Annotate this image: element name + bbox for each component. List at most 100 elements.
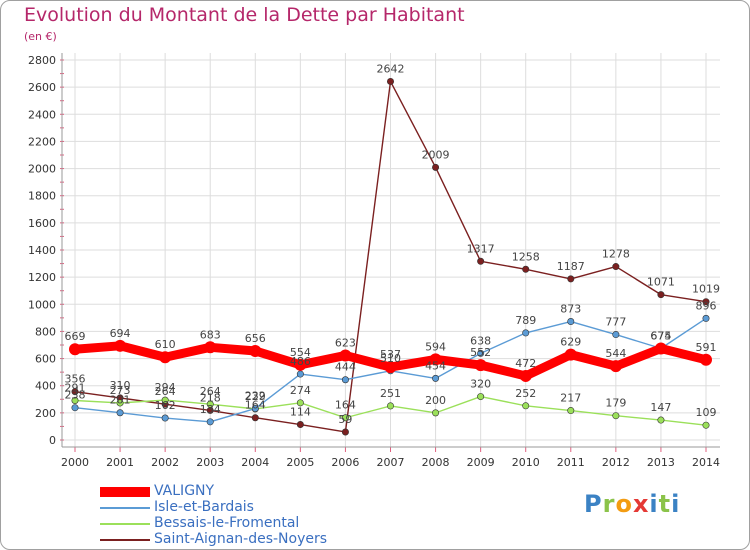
data-label-isle-et-bardais: 638 [470,334,491,347]
data-label-isle-et-bardais: 510 [380,352,401,365]
proxiti-logo: Proxiti [584,490,681,518]
x-tick-label: 2008 [422,456,450,469]
data-point-valigny [474,359,487,372]
x-tick-label: 2009 [467,456,495,469]
data-label-bessais-le-fromental: 294 [155,381,176,394]
data-label-bessais-le-fromental: 273 [110,384,131,397]
legend-label-saint-aignan-des-noyers: Saint-Aignan-des-Noyers [154,531,328,547]
data-label-valigny: 537 [380,348,401,361]
chart-title: Evolution du Montant de la Dette par Hab… [24,4,465,26]
chart-subtitle: (en €) [24,30,57,43]
y-tick-label: 600 [35,353,56,366]
data-label-isle-et-bardais: 238 [65,389,86,402]
data-label-valigny: 694 [110,327,131,340]
legend-label-isle-et-bardais: Isle-et-Bardais [154,499,254,515]
data-point-bessais-le-fromental [477,393,485,401]
data-label-saint-aignan-des-noyers: 164 [245,399,266,412]
data-label-saint-aignan-des-noyers: 1317 [467,242,495,255]
data-point-saint-aignan-des-noyers [296,421,304,429]
data-point-bessais-le-fromental [386,402,394,410]
data-point-bessais-le-fromental [567,407,575,415]
data-label-saint-aignan-des-noyers: 356 [65,373,86,386]
data-label-saint-aignan-des-noyers: 1019 [692,283,720,296]
data-label-bessais-le-fromental: 217 [560,392,581,405]
y-tick-label: 2200 [28,135,56,148]
data-point-bessais-le-fromental [161,396,169,404]
data-label-valigny: 683 [200,328,221,341]
x-tick-label: 2003 [196,456,224,469]
x-tick-label: 2012 [602,456,630,469]
data-point-valigny [294,358,307,371]
data-point-bessais-le-fromental [702,421,710,429]
data-point-isle-et-bardais [702,314,710,322]
data-label-bessais-le-fromental: 320 [470,378,491,391]
data-label-valigny: 629 [560,336,581,349]
x-tick-label: 2010 [512,456,540,469]
legend-swatch-bessais-le-fromental [100,523,150,525]
data-point-valigny [654,342,667,355]
data-point-valigny [609,360,622,373]
data-point-valigny [339,349,352,362]
data-label-saint-aignan-des-noyers: 1258 [512,250,540,263]
data-label-valigny: 552 [470,346,491,359]
data-point-bessais-le-fromental [612,412,620,420]
data-label-bessais-le-fromental: 179 [605,397,626,410]
x-tick-label: 2007 [377,456,405,469]
data-point-saint-aignan-des-noyers [71,388,79,396]
data-point-isle-et-bardais [432,374,440,382]
data-point-valigny [249,344,262,357]
data-point-saint-aignan-des-noyers [612,263,620,271]
data-point-valigny [204,341,217,354]
data-label-isle-et-bardais: 454 [425,359,446,372]
data-label-saint-aignan-des-noyers: 2642 [377,62,405,75]
data-label-valigny: 656 [245,332,266,345]
data-point-bessais-le-fromental [432,409,440,417]
y-tick-label: 0 [49,434,56,447]
data-point-bessais-le-fromental [71,397,79,405]
data-point-isle-et-bardais [251,405,259,413]
data-label-bessais-le-fromental: 229 [245,390,266,403]
data-label-saint-aignan-des-noyers: 264 [155,385,176,398]
data-label-saint-aignan-des-noyers: 310 [110,379,131,392]
data-point-valigny [700,353,712,366]
y-tick-label: 1400 [28,244,56,257]
data-label-saint-aignan-des-noyers: 59 [338,413,352,426]
data-label-valigny: 674 [650,330,671,343]
y-tick-label: 200 [35,407,56,420]
data-label-isle-et-bardais: 486 [290,355,311,368]
y-tick-label: 2600 [28,81,56,94]
x-tick-label: 2001 [106,456,134,469]
legend-swatch-valigny [100,487,150,497]
legend-label-valigny: VALIGNY [154,483,215,499]
data-label-bessais-le-fromental: 200 [425,394,446,407]
data-label-bessais-le-fromental: 274 [290,384,311,397]
data-label-valigny: 594 [425,340,446,353]
y-tick-label: 2800 [28,54,56,67]
data-point-valigny [429,353,442,366]
data-point-saint-aignan-des-noyers [386,77,394,85]
data-label-valigny: 554 [290,346,311,359]
data-label-bessais-le-fromental: 109 [696,406,717,419]
y-tick-label: 2000 [28,163,56,176]
data-label-bessais-le-fromental: 291 [65,382,86,395]
x-tick-label: 2005 [286,456,314,469]
y-tick-label: 1800 [28,190,56,203]
data-point-bessais-le-fromental [341,414,349,422]
data-label-isle-et-bardais: 232 [245,390,266,403]
data-point-saint-aignan-des-noyers [702,298,710,306]
data-point-saint-aignan-des-noyers [522,265,530,273]
data-label-isle-et-bardais: 777 [605,316,626,329]
data-point-bessais-le-fromental [522,402,530,410]
data-point-isle-et-bardais [477,349,485,357]
data-label-isle-et-bardais: 134 [200,403,221,416]
data-label-isle-et-bardais: 444 [335,361,356,374]
data-point-bessais-le-fromental [206,400,214,408]
x-tick-label: 2002 [151,456,179,469]
data-point-isle-et-bardais [296,370,304,378]
data-label-valigny: 544 [605,347,626,360]
data-label-valigny: 623 [335,336,356,349]
data-label-valigny: 591 [696,341,717,354]
data-point-isle-et-bardais [206,418,214,426]
data-point-isle-et-bardais [612,331,620,339]
data-point-isle-et-bardais [522,329,530,337]
